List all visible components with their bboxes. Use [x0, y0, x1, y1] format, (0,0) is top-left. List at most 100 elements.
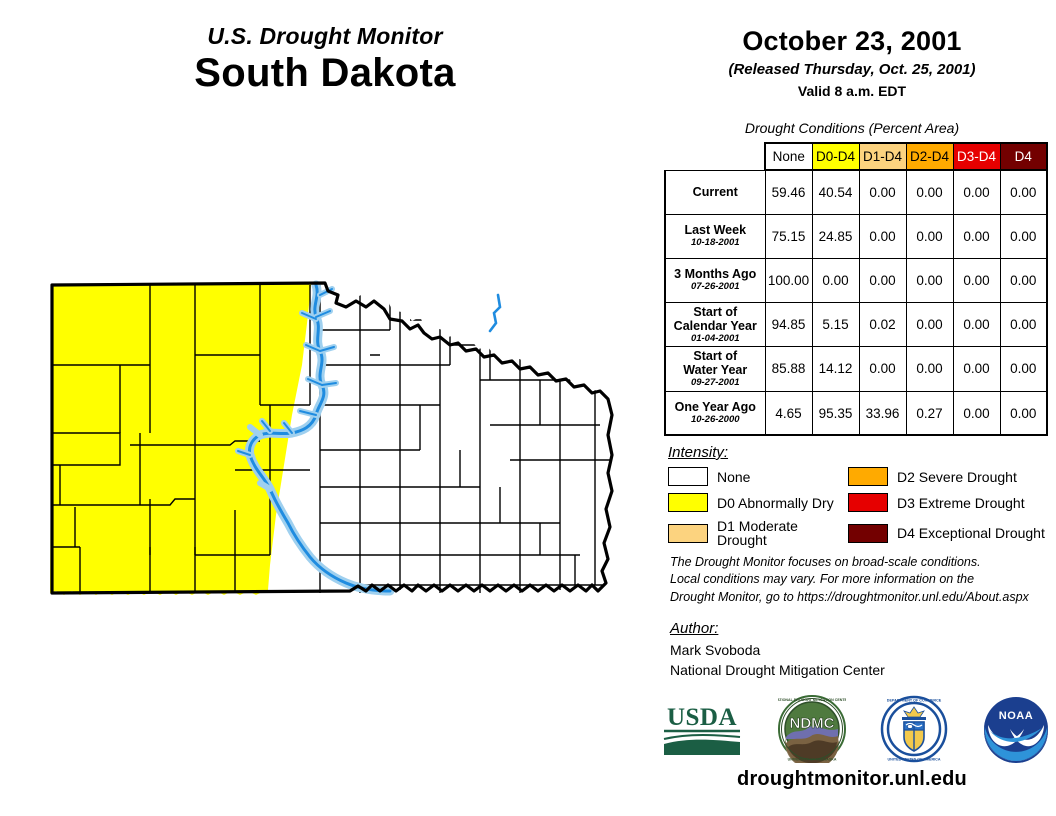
legend-swatch — [848, 493, 888, 512]
table-row-label: Current — [664, 169, 766, 215]
disclaimer-text: The Drought Monitor focuses on broad-sca… — [670, 554, 1050, 606]
valid-time: Valid 8 a.m. EDT — [797, 83, 907, 99]
table-cell: 0.00 — [811, 257, 860, 303]
author-label: Author: — [670, 620, 719, 637]
row-label-text: 3 Months Ago — [674, 267, 757, 282]
ndmc-logo: NDMC NATIONAL DROUGHT MITIGATION CENTER … — [778, 695, 846, 763]
program-title: U.S. Drought Monitor — [207, 23, 443, 49]
table-cell: 0.00 — [999, 257, 1048, 303]
table-cell: 85.88 — [764, 346, 813, 392]
table-cell: 0.00 — [858, 213, 907, 259]
legend-swatch — [848, 467, 888, 486]
table-cell: 0.00 — [858, 257, 907, 303]
table-cell: 0.00 — [905, 257, 954, 303]
legend-swatch — [848, 523, 888, 543]
disclaimer-line-2: Local conditions may vary. For more info… — [670, 572, 975, 587]
legend-label: D3 Extreme Drought — [897, 494, 1025, 511]
drought-conditions-table: None D0-D4 D1-D4 D2-D4 D3-D4 D4 Current 59.46 4… — [664, 142, 1048, 437]
table-cell: 33.96 — [858, 390, 907, 437]
county-boundaries — [52, 283, 610, 593]
table-cell: 0.00 — [999, 213, 1048, 259]
table-col-header-d4: D4 — [999, 142, 1048, 171]
legend-swatch — [668, 467, 708, 486]
table-corner-cell — [665, 143, 765, 170]
intensity-legend: Intensity: None D2 Severe Drought D0 Abnor… — [668, 444, 1048, 547]
table-row: 3 Months Ago 07-26-2001 100.00 0.00 0.00 0.00… — [664, 257, 1048, 303]
table-row: One Year Ago 10-26-2000 4.65 95.35 33.96 0.27… — [664, 390, 1048, 437]
disclaimer-line-1: The Drought Monitor focuses on broad-sca… — [670, 555, 981, 569]
table-cell: 5.15 — [811, 301, 860, 348]
table-cell: 94.85 — [764, 301, 813, 348]
table-col-header-d0-d4: D0-D4 — [811, 142, 860, 171]
legend-label: D1 Moderate Drought — [717, 518, 798, 548]
table-col-header-d1-d4: D1-D4 — [858, 142, 907, 171]
svg-text:USDA: USDA — [667, 704, 737, 731]
table-cell: 0.00 — [905, 346, 954, 392]
table-body: Current 59.46 40.54 0.00 0.00 0.00 0.00 Last We… — [664, 169, 1048, 437]
table-row-label: One Year Ago 10-26-2000 — [664, 390, 766, 437]
table-cell: 0.00 — [858, 346, 907, 392]
table-row: Current 59.46 40.54 0.00 0.00 0.00 0.00 — [664, 169, 1048, 215]
website-url: droughtmonitor.unl.edu — [737, 768, 967, 790]
table-cell: 4.65 — [764, 390, 813, 437]
author-block: Author: Mark Svoboda National Drought Mi… — [670, 620, 1050, 681]
intensity-legend-title: Intensity: — [668, 444, 729, 461]
svg-text:UNITED STATES OF AMERICA: UNITED STATES OF AMERICA — [888, 758, 941, 762]
legend-item: D3 Extreme Drought — [848, 493, 1048, 512]
row-label-date: 10-18-2001 — [690, 237, 740, 249]
table-cell: 0.00 — [952, 301, 1001, 348]
legend-item: D0 Abnormally Dry — [668, 493, 848, 512]
table-cell: 0.00 — [952, 346, 1001, 392]
table-row: Last Week 10-18-2001 75.15 24.85 0.00 0.00 0.0… — [664, 213, 1048, 259]
author-name: Mark Svoboda — [670, 642, 761, 658]
intensity-legend-items: None D2 Severe Drought D0 Abnormally Dry D3… — [668, 467, 1048, 547]
disclaimer-line-3: Drought Monitor, go to https://droughtmo… — [670, 589, 1029, 604]
table-cell: 0.00 — [999, 346, 1048, 392]
missouri-river — [235, 280, 502, 596]
date-block: October 23, 2001 (Released Thursday, Oct… — [648, 26, 1056, 99]
legend-label: D4 Exceptional Drought — [897, 525, 1045, 541]
table-row: Start of Water Year 09-27-2001 85.88 14.12 0.… — [664, 346, 1048, 392]
noaa-logo: NOAA — [984, 697, 1048, 763]
row-label-date: 07-26-2001 — [690, 281, 740, 293]
logo-row: USDA NDMC NATIONAL DROUGHT MITIGATION CE… — [660, 694, 1050, 764]
table-row: Start of Calendar Year 01-04-2001 94.85 5.15… — [664, 301, 1048, 348]
row-label-text: Start of Water Year — [683, 349, 748, 378]
table-cell: 0.00 — [905, 301, 954, 348]
table-cell: 0.00 — [905, 213, 954, 259]
svg-text:NOAA: NOAA — [999, 710, 1033, 722]
drought-map[interactable] — [20, 255, 640, 645]
table-cell: 0.02 — [858, 301, 907, 348]
south-dakota-map-svg[interactable] — [20, 255, 640, 645]
row-label-text: Last Week — [684, 223, 747, 238]
table-cell: 95.35 — [811, 390, 860, 437]
map-title-block: U.S. Drought Monitor South Dakota — [0, 23, 650, 96]
legend-label: D2 Severe Drought — [897, 468, 1017, 485]
legend-swatch — [668, 493, 708, 512]
svg-text:UNIVERSITY OF NEBRASKA: UNIVERSITY OF NEBRASKA — [788, 757, 837, 761]
legend-item: D4 Exceptional Drought — [848, 519, 1048, 547]
table-cell: 0.00 — [999, 390, 1048, 437]
usda-logo: USDA — [663, 704, 741, 755]
row-label-date: 10-26-2000 — [690, 414, 740, 426]
valid-date: October 23, 2001 — [742, 26, 962, 56]
table-cell: 0.00 — [952, 390, 1001, 437]
table-cell: 14.12 — [811, 346, 860, 392]
table-cell: 59.46 — [764, 169, 813, 215]
legend-item: D2 Severe Drought — [848, 467, 1048, 486]
row-label-text: One Year Ago — [674, 400, 756, 415]
table-cell: 0.00 — [858, 169, 907, 215]
table-cell: 0.00 — [905, 169, 954, 215]
table-col-header-d2-d4: D2-D4 — [905, 142, 954, 171]
legend-label: D0 Abnormally Dry — [717, 494, 834, 511]
legend-item: D1 Moderate Drought — [668, 519, 848, 547]
table-col-header-none: None — [764, 142, 813, 171]
table-row-label: Last Week 10-18-2001 — [664, 213, 766, 259]
svg-text:NDMC: NDMC — [790, 715, 835, 732]
table-cell: 40.54 — [811, 169, 860, 215]
table-col-header-d3-d4: D3-D4 — [952, 142, 1001, 171]
released-date: (Released Thursday, Oct. 25, 2001) — [728, 61, 976, 78]
table-header: None D0-D4 D1-D4 D2-D4 D3-D4 D4 — [665, 142, 1048, 171]
table-cell: 100.00 — [764, 257, 813, 303]
table-header-row: None D0-D4 D1-D4 D2-D4 D3-D4 D4 — [665, 142, 1048, 171]
